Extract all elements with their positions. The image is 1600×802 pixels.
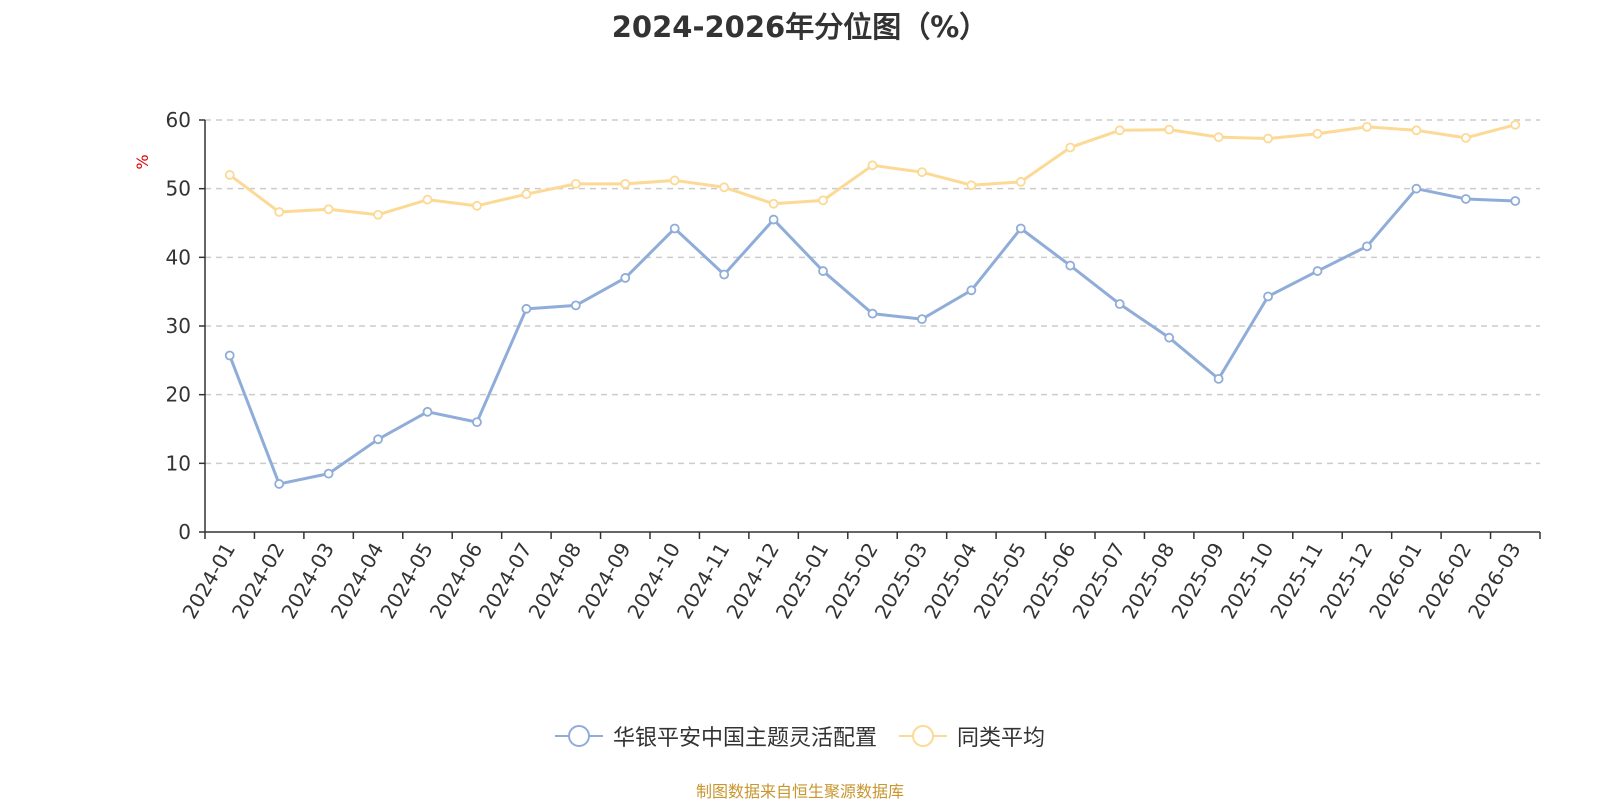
- data-point: [1460, 132, 1471, 143]
- data-source-footer: 制图数据来自恒生聚源数据库: [695, 782, 904, 801]
- data-point: [669, 175, 680, 186]
- data-point: [1312, 266, 1323, 276]
- data-point: [1065, 142, 1076, 153]
- data-point: [917, 314, 927, 325]
- legend-marker-fund: [554, 723, 603, 749]
- data-point: [1312, 128, 1323, 139]
- data-point: [373, 209, 383, 220]
- data-point: [966, 285, 977, 296]
- data-point: [323, 468, 334, 479]
- data-point: [1362, 241, 1372, 252]
- data-point: [620, 178, 631, 189]
- data-point: [1114, 299, 1125, 309]
- data-point: [323, 204, 334, 215]
- legend-label-fund: 华银平安中国主题灵活配置: [612, 726, 877, 751]
- data-point: [867, 160, 878, 171]
- data-point: [1411, 125, 1422, 136]
- legend-label-average: 同类平均: [957, 726, 1046, 751]
- y-tick-label: 50: [166, 177, 191, 201]
- y-tick-label: 60: [166, 108, 191, 132]
- y-tick-label: 40: [166, 245, 191, 269]
- data-point: [472, 200, 482, 211]
- data-point: [1213, 373, 1224, 384]
- data-point: [521, 303, 532, 314]
- data-point: [274, 479, 285, 489]
- y-tick-label: 0: [178, 520, 191, 544]
- legend-item-average[interactable]: 同类平均: [899, 720, 1045, 752]
- y-tick-label: 30: [166, 314, 191, 338]
- legend-marker-average: [899, 723, 947, 749]
- data-point: [719, 269, 730, 280]
- data-point: [570, 178, 581, 189]
- data-point: [1362, 121, 1372, 132]
- data-point: [620, 273, 631, 283]
- data-point: [1164, 124, 1175, 135]
- axes: 01020304050602024-012024-022024-032024-0…: [166, 108, 1541, 623]
- data-point: [1510, 196, 1521, 206]
- data-point: [1460, 194, 1471, 204]
- data-point: [1263, 291, 1273, 302]
- series-average: [224, 119, 1521, 220]
- data-point: [373, 434, 383, 445]
- data-point: [224, 170, 235, 180]
- data-point: [719, 182, 730, 193]
- data-point: [422, 406, 433, 417]
- data-point: [1015, 176, 1026, 187]
- data-point: [1510, 119, 1521, 130]
- data-point: [1411, 183, 1422, 194]
- data-point: [224, 350, 235, 361]
- data-point: [274, 207, 285, 217]
- data-point: [818, 195, 828, 206]
- data-point: [669, 223, 680, 234]
- data-point: [867, 308, 878, 319]
- legend: 华银平安中国主题灵活配置 同类平均: [0, 720, 1600, 752]
- data-point: [472, 417, 482, 428]
- data-point: [1065, 260, 1076, 271]
- y-axis-label: %: [133, 154, 152, 169]
- data-point: [768, 198, 779, 209]
- y-tick-label: 10: [166, 451, 191, 475]
- data-point: [1164, 332, 1175, 343]
- series-fund: [224, 183, 1521, 489]
- data-point: [422, 194, 433, 205]
- data-point: [1015, 223, 1026, 234]
- series: [224, 119, 1521, 489]
- data-point: [966, 180, 977, 191]
- data-point: [1213, 132, 1224, 143]
- series-line: [228, 187, 1516, 486]
- y-tick-label: 20: [166, 383, 191, 407]
- data-point: [1114, 125, 1125, 136]
- chart-title: 2024-2026年分位图（%）: [611, 10, 989, 44]
- data-point: [521, 189, 532, 200]
- data-point: [768, 214, 779, 225]
- data-point: [917, 167, 927, 178]
- data-point: [1263, 133, 1273, 144]
- grid-lines: [205, 119, 1540, 465]
- data-point: [818, 266, 828, 276]
- data-point: [570, 300, 581, 311]
- legend-item-fund[interactable]: 华银平安中国主题灵活配置: [554, 720, 877, 752]
